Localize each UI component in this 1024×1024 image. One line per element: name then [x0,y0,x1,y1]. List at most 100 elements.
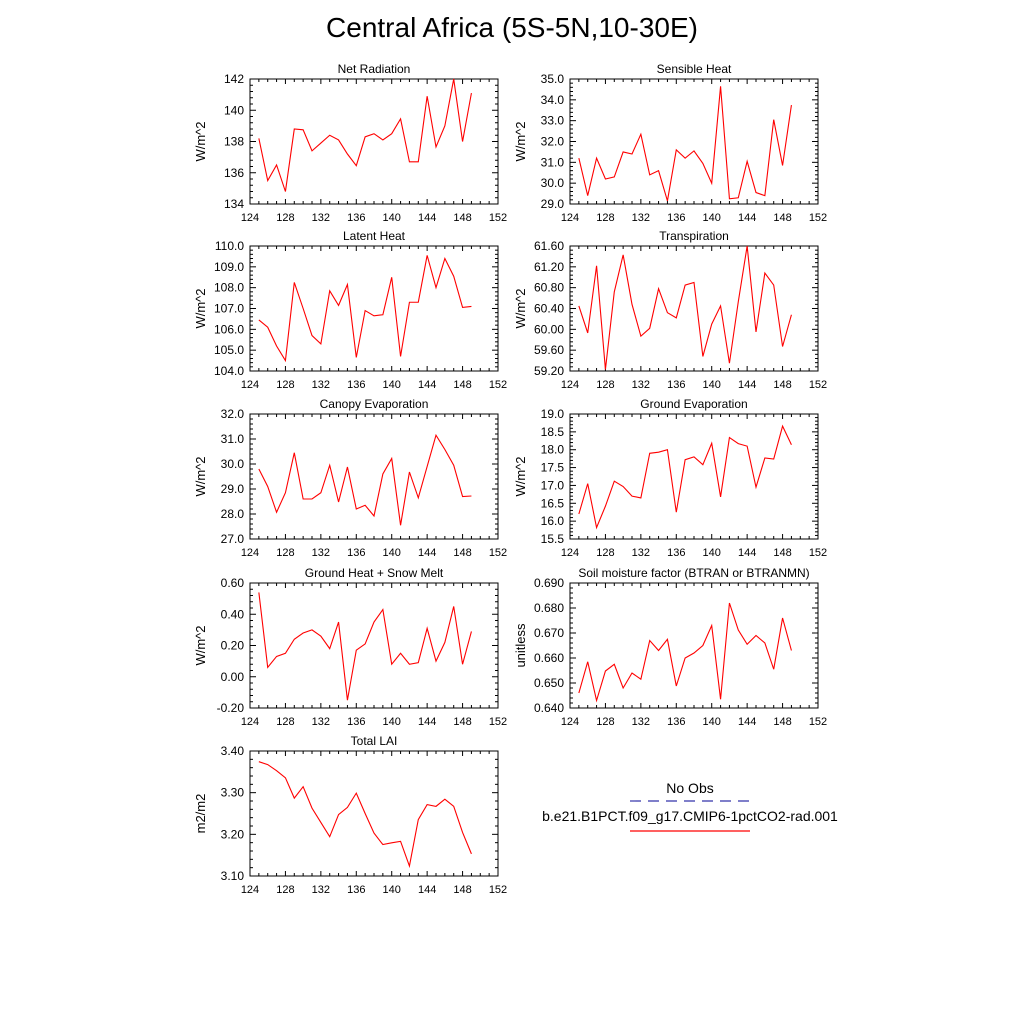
data-line [258,592,472,701]
y-tick-label: 33.0 [541,114,565,128]
x-tick-label: 132 [632,212,650,224]
y-tick-label: 0.40 [221,607,245,621]
y-tick-label: 0.670 [534,626,564,640]
x-tick-label: 148 [773,379,791,391]
chart-panel-5: 124 128 132 136 140 144 148 152 27.0 28.0 29.0 30.0… [193,397,507,559]
x-tick-label: 148 [773,212,791,224]
x-tick-label: 148 [453,884,471,896]
x-tick-label: 148 [453,547,471,559]
chart-panel-9: 124 128 132 136 140 144 148 152 3.10 3.20 3.30 3.40… [193,734,507,896]
y-tick-label: 18.0 [541,443,565,457]
plot-frame [249,750,499,877]
x-tick-label: 140 [383,547,401,559]
y-tick-label: 15.5 [541,532,565,546]
chart-title: Sensible Heat [657,62,732,76]
chart-title: Transpiration [659,229,729,243]
y-tick-label: 3.40 [221,744,245,758]
x-tick-label: 124 [241,547,259,559]
x-tick-label: 148 [773,547,791,559]
y-axis-label: m2/m2 [193,794,208,834]
y-tick-label: 107.0 [214,302,244,316]
y-tick-label: 27.0 [221,532,245,546]
chart-panel-2: 124 128 132 136 140 144 148 152 29.0 30.0 31.0 32.0… [513,62,827,224]
x-tick-label: 152 [489,379,507,391]
x-tick-label: 140 [383,884,401,896]
x-tick-label: 152 [809,547,827,559]
x-tick-label: 140 [703,716,721,728]
y-tick-label: 60.80 [534,281,564,295]
x-tick-label: 144 [738,547,756,559]
data-line [258,433,472,526]
y-tick-label: 134 [224,197,244,211]
legend-model-line [630,830,750,832]
x-tick-label: 144 [418,212,436,224]
x-tick-label: 128 [276,884,294,896]
chart-title: Soil moisture factor (BTRAN or BTRANMN) [578,566,809,580]
x-tick-label: 124 [241,884,259,896]
y-tick-label: 35.0 [541,72,565,86]
plot-frame [569,582,819,709]
x-tick-label: 144 [738,212,756,224]
y-tick-label: 16.5 [541,496,565,510]
y-axis-label: W/m^2 [193,625,208,665]
x-tick-label: 140 [703,547,721,559]
chart-title: Total LAI [351,734,398,748]
legend: No Obs b.e21.B1PCT.f09_g17.CMIP6-1pctCO2… [520,776,860,846]
y-tick-label: 0.680 [534,601,564,615]
chart-title: Net Radiation [338,62,411,76]
y-axis-label: W/m^2 [193,288,208,328]
chart-title: Ground Evaporation [640,397,747,411]
y-axis-label: W/m^2 [513,288,528,328]
x-tick-label: 136 [347,716,365,728]
y-tick-label: 61.20 [534,260,564,274]
x-tick-label: 128 [596,212,614,224]
legend-model-label: b.e21.B1PCT.f09_g17.CMIP6-1pctCO2-rad.00… [542,808,838,824]
x-tick-label: 132 [312,212,330,224]
x-tick-label: 144 [418,716,436,728]
chart-panel-7: 124 128 132 136 140 144 148 152 -0.20 0.00 0.20 0.4… [193,566,507,728]
data-line [578,602,792,703]
x-tick-label: 152 [809,212,827,224]
x-tick-label: 124 [561,547,579,559]
x-tick-label: 132 [312,547,330,559]
y-tick-label: -0.20 [217,701,245,715]
y-axis-label: W/m^2 [513,121,528,161]
x-tick-label: 148 [453,212,471,224]
y-tick-label: 138 [224,135,244,149]
y-tick-label: 17.0 [541,478,565,492]
x-tick-label: 144 [418,547,436,559]
page-title: Central Africa (5S-5N,10-30E) [326,12,698,43]
x-tick-label: 128 [596,379,614,391]
plot-frame [249,413,499,540]
x-tick-label: 132 [632,547,650,559]
y-tick-label: 0.660 [534,651,564,665]
x-tick-label: 132 [632,379,650,391]
x-tick-label: 136 [667,547,685,559]
x-tick-label: 148 [453,379,471,391]
x-tick-label: 128 [596,716,614,728]
y-tick-label: 30.0 [221,457,245,471]
y-tick-label: 0.60 [221,576,245,590]
data-line [578,424,792,530]
y-tick-label: 0.690 [534,576,564,590]
data-line [578,86,792,202]
x-tick-label: 132 [632,716,650,728]
y-tick-label: 31.0 [541,155,565,169]
y-tick-label: 32.0 [221,407,245,421]
x-tick-label: 136 [347,379,365,391]
x-tick-label: 136 [347,547,365,559]
x-tick-label: 124 [561,212,579,224]
x-tick-label: 152 [489,212,507,224]
x-tick-label: 128 [276,716,294,728]
x-tick-label: 136 [667,379,685,391]
y-tick-label: 0.640 [534,701,564,715]
y-tick-label: 32.0 [541,135,565,149]
y-tick-label: 34.0 [541,93,565,107]
chart-panel-8: 124 128 132 136 140 144 148 152 0.640 0.650 0.660 0… [513,566,827,728]
y-tick-label: 105.0 [214,343,244,357]
chart-title: Latent Heat [343,229,406,243]
chart-panel-4: 124 128 132 136 140 144 148 152 59.20 59.60 60.00 6… [513,229,827,391]
y-tick-label: 60.00 [534,322,564,336]
y-tick-label: 106.0 [214,322,244,336]
x-tick-label: 128 [596,547,614,559]
